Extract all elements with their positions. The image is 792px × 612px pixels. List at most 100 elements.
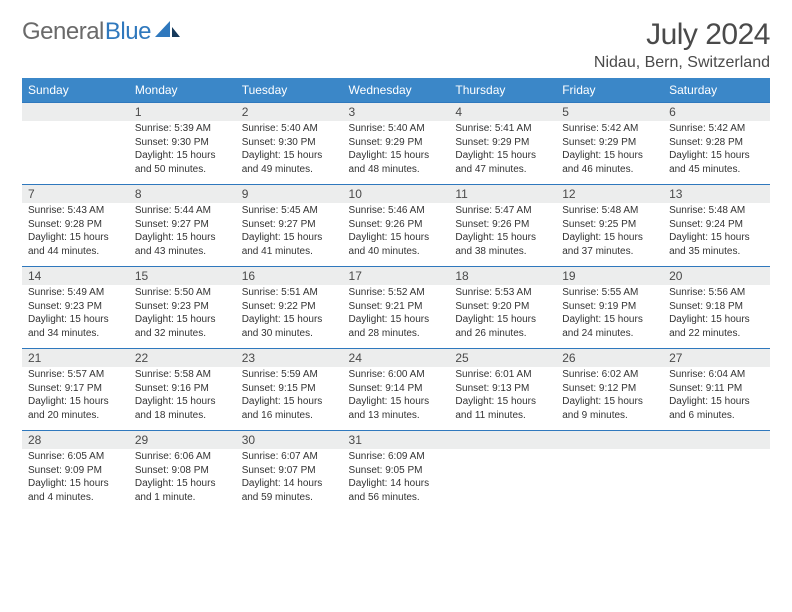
sunrise-text: Sunrise: 6:07 AM <box>242 450 337 464</box>
day-content-cell: Sunrise: 5:40 AMSunset: 9:30 PMDaylight:… <box>236 121 343 185</box>
date-cell: 7 <box>22 185 129 204</box>
location: Nidau, Bern, Switzerland <box>594 54 770 72</box>
sunset-text: Sunset: 9:26 PM <box>455 218 550 232</box>
day-header: Saturday <box>663 78 770 103</box>
day-content-cell: Sunrise: 6:09 AMSunset: 9:05 PMDaylight:… <box>343 449 450 512</box>
daylight-text: Daylight: 15 hours and 16 minutes. <box>242 395 337 422</box>
daylight-text: Daylight: 15 hours and 45 minutes. <box>669 149 764 176</box>
day-content-cell: Sunrise: 5:42 AMSunset: 9:28 PMDaylight:… <box>663 121 770 185</box>
daylight-text: Daylight: 15 hours and 46 minutes. <box>562 149 657 176</box>
date-cell: 9 <box>236 185 343 204</box>
header: GeneralBlue July 2024 Nidau, Bern, Switz… <box>22 18 770 72</box>
sunset-text: Sunset: 9:29 PM <box>562 136 657 150</box>
brand-logo: GeneralBlue <box>22 18 181 46</box>
date-cell: 19 <box>556 267 663 286</box>
sunrise-text: Sunrise: 5:48 AM <box>669 204 764 218</box>
daylight-text: Daylight: 15 hours and 30 minutes. <box>242 313 337 340</box>
day-content-cell: Sunrise: 5:58 AMSunset: 9:16 PMDaylight:… <box>129 367 236 431</box>
date-cell <box>449 431 556 450</box>
month-title: July 2024 <box>594 18 770 52</box>
day-content-cell <box>556 449 663 512</box>
day-content-cell: Sunrise: 5:41 AMSunset: 9:29 PMDaylight:… <box>449 121 556 185</box>
date-cell: 11 <box>449 185 556 204</box>
daylight-text: Daylight: 15 hours and 43 minutes. <box>135 231 230 258</box>
daylight-text: Daylight: 15 hours and 38 minutes. <box>455 231 550 258</box>
daylight-text: Daylight: 15 hours and 41 minutes. <box>242 231 337 258</box>
sunrise-text: Sunrise: 5:48 AM <box>562 204 657 218</box>
sunrise-text: Sunrise: 6:05 AM <box>28 450 123 464</box>
date-cell: 14 <box>22 267 129 286</box>
sunset-text: Sunset: 9:26 PM <box>349 218 444 232</box>
sunset-text: Sunset: 9:27 PM <box>135 218 230 232</box>
date-cell: 10 <box>343 185 450 204</box>
day-content-cell: Sunrise: 5:46 AMSunset: 9:26 PMDaylight:… <box>343 203 450 267</box>
daylight-text: Daylight: 15 hours and 11 minutes. <box>455 395 550 422</box>
date-row: 28293031 <box>22 431 770 450</box>
day-content-cell: Sunrise: 5:49 AMSunset: 9:23 PMDaylight:… <box>22 285 129 349</box>
day-content-cell: Sunrise: 6:00 AMSunset: 9:14 PMDaylight:… <box>343 367 450 431</box>
daylight-text: Daylight: 15 hours and 9 minutes. <box>562 395 657 422</box>
date-cell: 16 <box>236 267 343 286</box>
sunset-text: Sunset: 9:08 PM <box>135 464 230 478</box>
sunrise-text: Sunrise: 5:50 AM <box>135 286 230 300</box>
daylight-text: Daylight: 15 hours and 18 minutes. <box>135 395 230 422</box>
sunset-text: Sunset: 9:13 PM <box>455 382 550 396</box>
date-cell: 20 <box>663 267 770 286</box>
day-header: Friday <box>556 78 663 103</box>
sunset-text: Sunset: 9:30 PM <box>242 136 337 150</box>
date-cell: 24 <box>343 349 450 368</box>
sunset-text: Sunset: 9:05 PM <box>349 464 444 478</box>
sunrise-text: Sunrise: 5:56 AM <box>669 286 764 300</box>
day-content-cell <box>22 121 129 185</box>
sunrise-text: Sunrise: 5:42 AM <box>669 122 764 136</box>
sunrise-text: Sunrise: 6:09 AM <box>349 450 444 464</box>
sunset-text: Sunset: 9:16 PM <box>135 382 230 396</box>
date-cell: 27 <box>663 349 770 368</box>
sunrise-text: Sunrise: 6:00 AM <box>349 368 444 382</box>
date-cell <box>663 431 770 450</box>
calendar-table: Sunday Monday Tuesday Wednesday Thursday… <box>22 78 770 512</box>
sunset-text: Sunset: 9:24 PM <box>669 218 764 232</box>
date-cell: 23 <box>236 349 343 368</box>
content-row: Sunrise: 5:39 AMSunset: 9:30 PMDaylight:… <box>22 121 770 185</box>
sunrise-text: Sunrise: 5:57 AM <box>28 368 123 382</box>
sunrise-text: Sunrise: 5:49 AM <box>28 286 123 300</box>
content-row: Sunrise: 5:43 AMSunset: 9:28 PMDaylight:… <box>22 203 770 267</box>
date-cell: 25 <box>449 349 556 368</box>
sunrise-text: Sunrise: 5:40 AM <box>349 122 444 136</box>
daylight-text: Daylight: 15 hours and 6 minutes. <box>669 395 764 422</box>
day-content-cell: Sunrise: 6:07 AMSunset: 9:07 PMDaylight:… <box>236 449 343 512</box>
date-cell: 2 <box>236 103 343 122</box>
date-cell: 31 <box>343 431 450 450</box>
day-content-cell: Sunrise: 6:05 AMSunset: 9:09 PMDaylight:… <box>22 449 129 512</box>
day-content-cell: Sunrise: 5:39 AMSunset: 9:30 PMDaylight:… <box>129 121 236 185</box>
sunrise-text: Sunrise: 5:42 AM <box>562 122 657 136</box>
day-content-cell <box>663 449 770 512</box>
daylight-text: Daylight: 15 hours and 26 minutes. <box>455 313 550 340</box>
day-header-row: Sunday Monday Tuesday Wednesday Thursday… <box>22 78 770 103</box>
sunrise-text: Sunrise: 5:59 AM <box>242 368 337 382</box>
daylight-text: Daylight: 14 hours and 56 minutes. <box>349 477 444 504</box>
date-row: 78910111213 <box>22 185 770 204</box>
sunset-text: Sunset: 9:21 PM <box>349 300 444 314</box>
date-cell: 4 <box>449 103 556 122</box>
daylight-text: Daylight: 15 hours and 35 minutes. <box>669 231 764 258</box>
day-content-cell: Sunrise: 5:56 AMSunset: 9:18 PMDaylight:… <box>663 285 770 349</box>
day-content-cell: Sunrise: 5:47 AMSunset: 9:26 PMDaylight:… <box>449 203 556 267</box>
daylight-text: Daylight: 15 hours and 44 minutes. <box>28 231 123 258</box>
day-content-cell: Sunrise: 5:59 AMSunset: 9:15 PMDaylight:… <box>236 367 343 431</box>
sunrise-text: Sunrise: 5:40 AM <box>242 122 337 136</box>
day-content-cell: Sunrise: 5:52 AMSunset: 9:21 PMDaylight:… <box>343 285 450 349</box>
date-cell: 29 <box>129 431 236 450</box>
sunrise-text: Sunrise: 5:47 AM <box>455 204 550 218</box>
date-cell <box>22 103 129 122</box>
day-content-cell: Sunrise: 5:40 AMSunset: 9:29 PMDaylight:… <box>343 121 450 185</box>
day-header: Wednesday <box>343 78 450 103</box>
sunset-text: Sunset: 9:15 PM <box>242 382 337 396</box>
sunset-text: Sunset: 9:20 PM <box>455 300 550 314</box>
day-content-cell: Sunrise: 5:57 AMSunset: 9:17 PMDaylight:… <box>22 367 129 431</box>
date-row: 123456 <box>22 103 770 122</box>
day-content-cell: Sunrise: 5:45 AMSunset: 9:27 PMDaylight:… <box>236 203 343 267</box>
date-cell: 1 <box>129 103 236 122</box>
day-content-cell: Sunrise: 5:53 AMSunset: 9:20 PMDaylight:… <box>449 285 556 349</box>
